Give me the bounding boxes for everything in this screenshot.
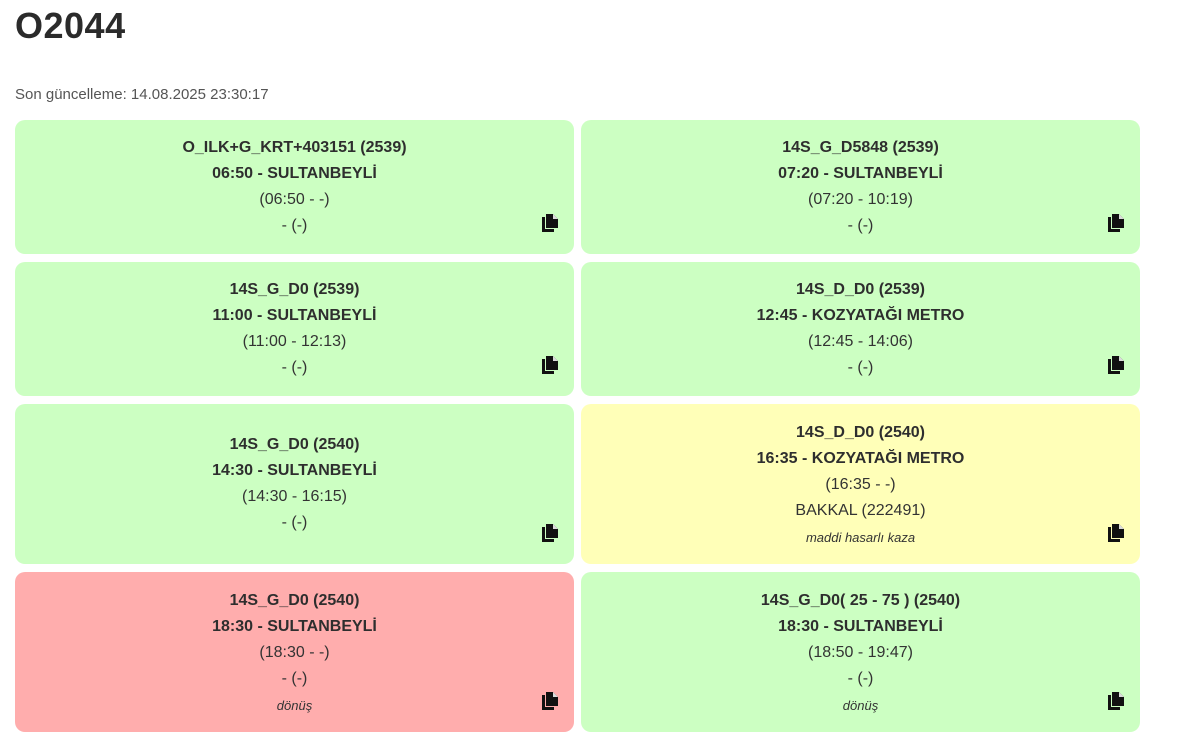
trip-card: 14S_D_D0 (2539) 12:45 - KOZYATAĞI METRO … bbox=[581, 262, 1140, 396]
trip-vehicle: - (-) bbox=[281, 217, 308, 234]
trip-title: 14S_D_D0 (2540) bbox=[796, 424, 925, 441]
trip-departure: 14:30 - SULTANBEYLİ bbox=[212, 462, 377, 479]
trip-vehicle: BAKKAL (222491) bbox=[795, 502, 926, 519]
trip-departure: 18:30 - SULTANBEYLİ bbox=[778, 618, 943, 635]
trip-time-range: (06:50 - -) bbox=[259, 191, 330, 208]
trip-vehicle: - (-) bbox=[281, 359, 308, 376]
trip-card: 14S_G_D0 (2540) 14:30 - SULTANBEYLİ (14:… bbox=[15, 404, 574, 564]
trip-vehicle: - (-) bbox=[847, 359, 874, 376]
trip-grid: O_ILK+G_KRT+403151 (2539) 06:50 - SULTAN… bbox=[15, 120, 1140, 732]
trip-departure: 12:45 - KOZYATAĞI METRO bbox=[756, 307, 965, 324]
trip-departure: 11:00 - SULTANBEYLİ bbox=[212, 307, 377, 324]
copy-icon[interactable] bbox=[1108, 692, 1124, 710]
trip-title: 14S_G_D5848 (2539) bbox=[782, 139, 939, 156]
trip-departure: 18:30 - SULTANBEYLİ bbox=[212, 618, 377, 635]
copy-icon[interactable] bbox=[1108, 214, 1124, 232]
trip-card: O_ILK+G_KRT+403151 (2539) 06:50 - SULTAN… bbox=[15, 120, 574, 254]
trip-card: 14S_G_D0 (2540) 18:30 - SULTANBEYLİ (18:… bbox=[15, 572, 574, 732]
last-updated-text: Son güncelleme: 14.08.2025 23:30:17 bbox=[15, 86, 269, 103]
copy-icon[interactable] bbox=[1108, 524, 1124, 542]
trip-title: 14S_G_D0 (2540) bbox=[229, 436, 360, 453]
copy-icon[interactable] bbox=[542, 356, 558, 374]
trip-card: 14S_D_D0 (2540) 16:35 - KOZYATAĞI METRO … bbox=[581, 404, 1140, 564]
copy-icon[interactable] bbox=[542, 524, 558, 542]
trip-vehicle: - (-) bbox=[281, 670, 308, 687]
trip-card: 14S_G_D0 (2539) 11:00 - SULTANBEYLİ (11:… bbox=[15, 262, 574, 396]
trip-time-range: (16:35 - -) bbox=[825, 476, 896, 493]
trip-note: maddi hasarlı kaza bbox=[805, 530, 916, 545]
trip-card: 14S_G_D0( 25 - 75 ) (2540) 18:30 - SULTA… bbox=[581, 572, 1140, 732]
trip-title: 14S_D_D0 (2539) bbox=[796, 281, 925, 298]
copy-icon[interactable] bbox=[542, 692, 558, 710]
trip-departure: 16:35 - KOZYATAĞI METRO bbox=[756, 450, 965, 467]
trip-note: dönüş bbox=[842, 698, 879, 713]
trip-note: dönüş bbox=[276, 698, 313, 713]
trip-departure: 06:50 - SULTANBEYLİ bbox=[212, 165, 377, 182]
trip-time-range: (12:45 - 14:06) bbox=[808, 333, 913, 350]
trip-vehicle: - (-) bbox=[847, 217, 874, 234]
trip-time-range: (07:20 - 10:19) bbox=[808, 191, 913, 208]
copy-icon[interactable] bbox=[542, 214, 558, 232]
copy-icon[interactable] bbox=[1108, 356, 1124, 374]
trip-vehicle: - (-) bbox=[281, 514, 308, 531]
trip-title: 14S_G_D0 (2540) bbox=[229, 592, 360, 609]
trip-title: O_ILK+G_KRT+403151 (2539) bbox=[182, 139, 407, 156]
trip-time-range: (11:00 - 12:13) bbox=[242, 333, 347, 350]
trip-title: 14S_G_D0( 25 - 75 ) (2540) bbox=[760, 592, 961, 609]
trip-vehicle: - (-) bbox=[847, 670, 874, 687]
trip-title: 14S_G_D0 (2539) bbox=[229, 281, 360, 298]
page-title: O2044 bbox=[15, 5, 126, 46]
trip-time-range: (18:50 - 19:47) bbox=[808, 644, 913, 661]
trip-time-range: (14:30 - 16:15) bbox=[242, 488, 347, 505]
trip-departure: 07:20 - SULTANBEYLİ bbox=[778, 165, 943, 182]
trip-card: 14S_G_D5848 (2539) 07:20 - SULTANBEYLİ (… bbox=[581, 120, 1140, 254]
trip-time-range: (18:30 - -) bbox=[259, 644, 330, 661]
